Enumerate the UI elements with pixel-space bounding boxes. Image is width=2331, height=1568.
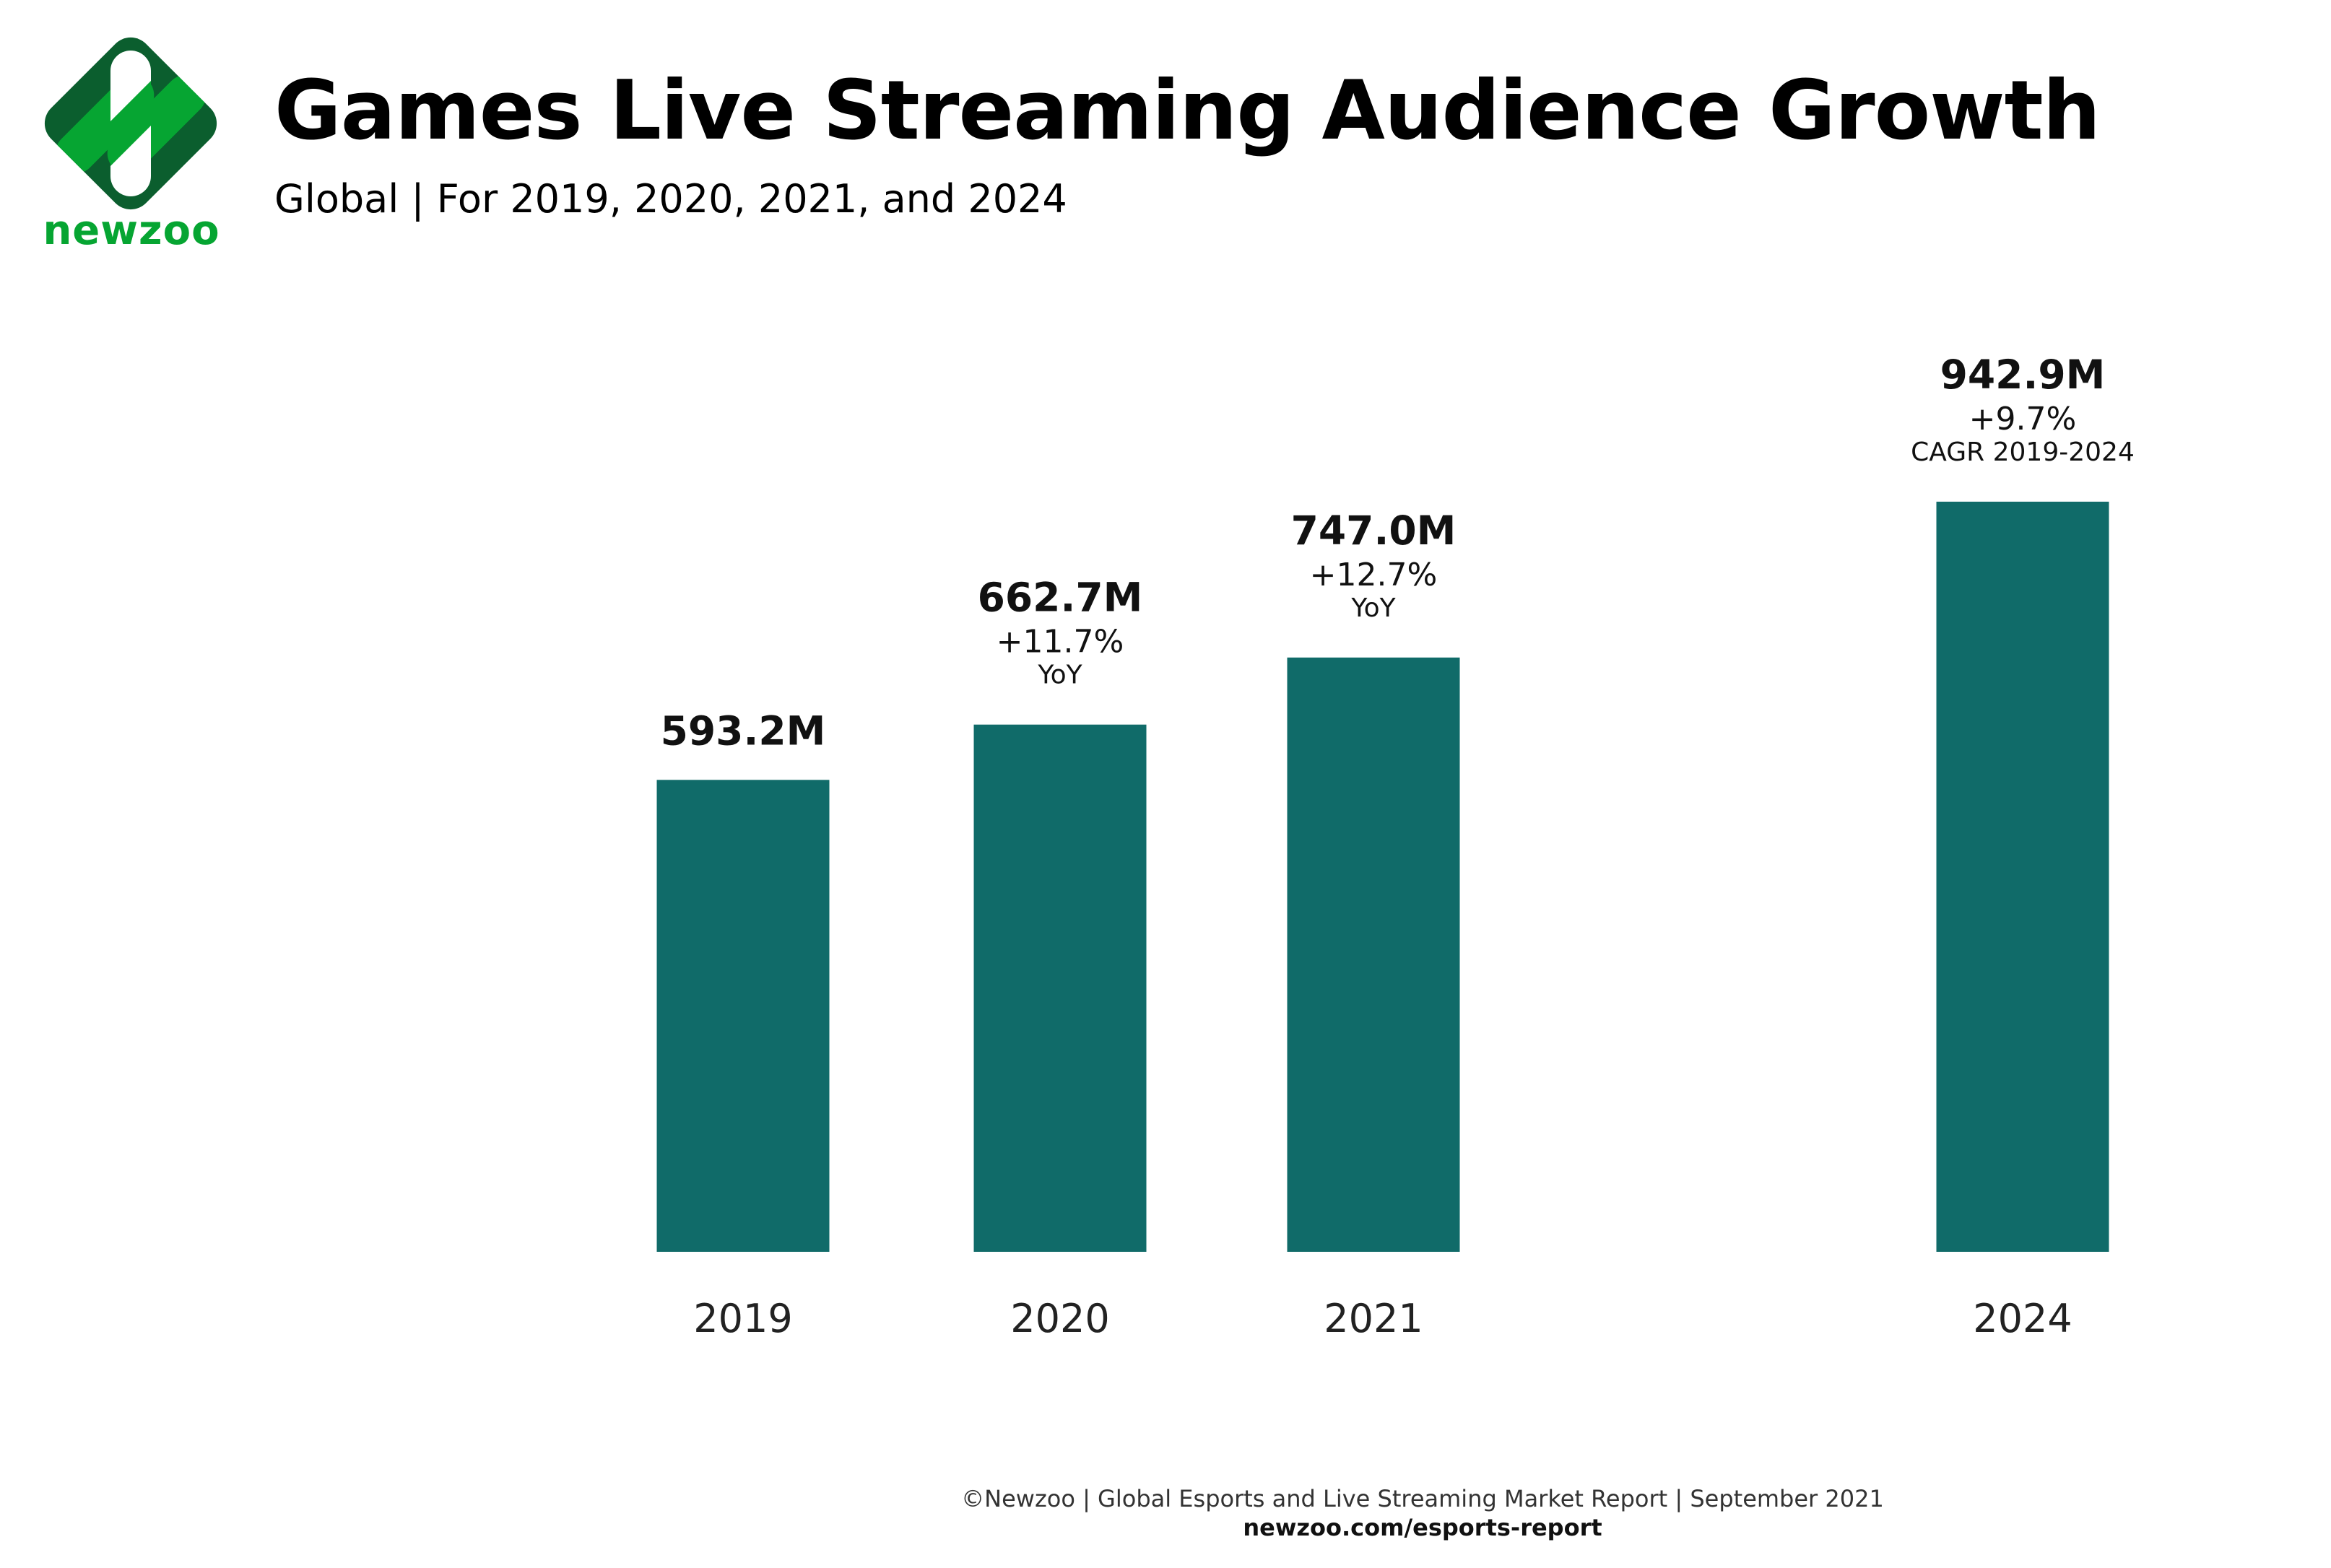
- logo-wordmark: newzoo: [43, 207, 220, 254]
- growth-note-2020: YoY: [1037, 661, 1082, 690]
- value-label-2021: 747.0M: [1291, 508, 1457, 554]
- value-label-2020: 662.7M: [978, 575, 1143, 621]
- growth-note-2021: YoY: [1350, 593, 1396, 623]
- bar-2019: [656, 780, 830, 1252]
- chart-title: Games Live Streaming Audience Growth: [274, 63, 2101, 158]
- logo-overlap: [110, 81, 151, 166]
- value-label-2024: 942.9M: [1940, 352, 2106, 398]
- x-tick-label-2019: 2019: [693, 1296, 792, 1341]
- growth-label-2024: +9.7%: [1969, 401, 2077, 437]
- growth-note-2024: CAGR 2019-2024: [1911, 437, 2135, 467]
- bar-2020: [973, 724, 1147, 1252]
- footer-link[interactable]: newzoo.com/esports-report: [0, 1515, 2331, 1541]
- x-tick-label-2024: 2024: [1973, 1296, 2072, 1341]
- x-tick-label-2020: 2020: [1010, 1296, 1109, 1341]
- growth-label-2020: +11.7%: [997, 624, 1124, 661]
- newzoo-logo: newzoo: [36, 29, 225, 251]
- value-label-2019: 593.2M: [661, 707, 826, 754]
- footer-link-text[interactable]: newzoo.com/esports-report: [1243, 1514, 1602, 1541]
- newzoo-logo-icon: [44, 37, 217, 210]
- chart-subtitle: Global | For 2019, 2020, 2021, and 2024: [274, 176, 1067, 222]
- growth-label-2021: +12.7%: [1310, 557, 1438, 593]
- x-tick-label-2021: 2021: [1324, 1296, 1423, 1341]
- footer-credit-text: ©Newzoo | Global Esports and Live Stream…: [961, 1485, 1884, 1512]
- bar-2021: [1287, 657, 1460, 1252]
- footer-credit: ©Newzoo | Global Esports and Live Stream…: [0, 1486, 2331, 1512]
- bar-2024: [1936, 501, 2109, 1252]
